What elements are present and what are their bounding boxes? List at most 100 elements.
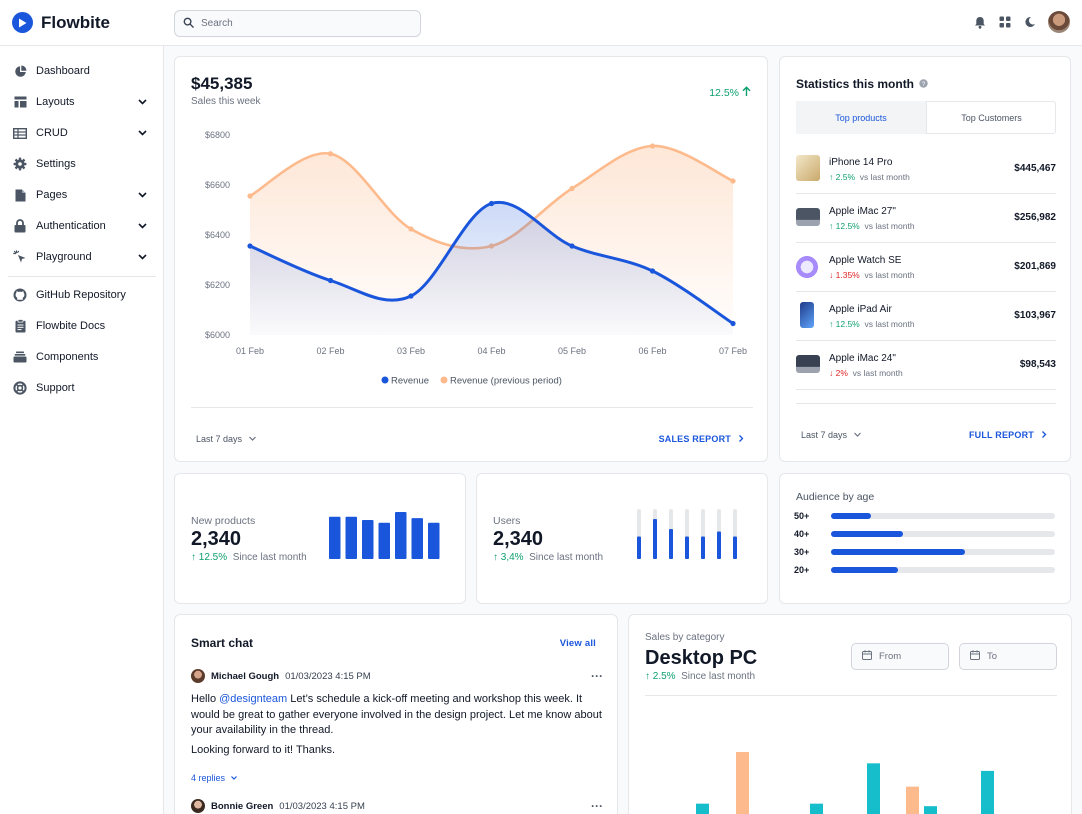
more-options-icon[interactable]: ··· — [591, 799, 603, 813]
product-price: $201,869 — [1014, 261, 1056, 272]
message-time: 01/03/2023 4:15 PM — [285, 670, 371, 682]
product-row[interactable]: Apple iPad Air ↑ 12.5% vs last month $10… — [796, 292, 1056, 341]
sidebar-item-github[interactable]: GitHub Repository — [8, 282, 156, 308]
y-tick-label: $6000 — [205, 330, 230, 340]
category-bar — [906, 786, 919, 814]
chevron-down-icon — [137, 127, 148, 141]
sidebar-item-docs[interactable]: Flowbite Docs — [8, 313, 156, 339]
users-value: 2,340 — [493, 528, 544, 550]
chat-message-header: Bonnie Green 01/03/2023 4:15 PM ··· — [191, 798, 603, 814]
sidebar-item-support[interactable]: Support — [8, 375, 156, 401]
chevron-down-icon — [137, 220, 148, 234]
age-track — [831, 567, 1055, 573]
chevron-right-icon — [1040, 426, 1048, 444]
logo[interactable]: Flowbite — [12, 12, 110, 33]
mini-bar — [329, 516, 341, 559]
view-all-link[interactable]: View all — [559, 638, 596, 649]
category-bar-chart — [696, 752, 994, 814]
chevron-down-icon — [137, 189, 148, 203]
data-point — [488, 200, 495, 207]
sidebar-item-components[interactable]: Components — [8, 344, 156, 370]
sidebar-item-dashboard[interactable]: Dashboard — [8, 58, 156, 84]
chevron-down-icon — [230, 769, 238, 787]
product-row[interactable]: iPhone 14 Pro ↑ 2.5% vs last month $445,… — [796, 145, 1056, 194]
data-point — [649, 143, 656, 149]
avatar[interactable] — [191, 669, 205, 683]
product-thumbnail — [796, 208, 820, 226]
collection-icon — [12, 349, 28, 365]
age-label: 30+ — [794, 547, 810, 557]
product-thumbnail — [796, 155, 820, 181]
users-mini-chart — [637, 509, 737, 559]
audience-row: 50+ — [794, 510, 1055, 522]
statistics-card: Statistics this month ? Top products Top… — [779, 56, 1071, 462]
category-label: Sales by category — [645, 632, 725, 643]
sidebar-item-crud[interactable]: CRUD — [8, 120, 156, 146]
product-row[interactable]: Apple iMac 27" ↑ 12.5% vs last month $25… — [796, 194, 1056, 243]
user-avatar[interactable] — [1048, 11, 1070, 33]
sales-subtitle: Sales this week — [191, 96, 261, 107]
audience-row: 20+ — [794, 564, 1055, 576]
age-bar — [831, 513, 872, 519]
category-bar — [736, 752, 749, 814]
mini-bar — [685, 536, 689, 559]
category-divider — [645, 695, 1057, 696]
search-bar[interactable] — [174, 10, 421, 37]
sidebar-item-label: Layouts — [36, 96, 75, 108]
sidebar-item-settings[interactable]: Settings — [8, 151, 156, 177]
replies-toggle[interactable]: 4 replies — [191, 769, 238, 787]
product-change: ↓ 1.35% vs last month — [829, 270, 915, 280]
lifebuoy-icon — [12, 380, 28, 396]
sales-period-dropdown[interactable]: Last 7 days — [196, 430, 257, 448]
product-row[interactable]: Apple Watch SE ↓ 1.35% vs last month $20… — [796, 243, 1056, 292]
search-input[interactable] — [201, 18, 401, 29]
product-row[interactable]: Apple iMac 24" ↓ 2% vs last month $98,54… — [796, 341, 1056, 390]
sales-change-value: 12.5% — [709, 87, 739, 99]
sidebar-item-pages[interactable]: Pages — [8, 182, 156, 208]
sidebar-item-label: Authentication — [36, 220, 106, 232]
tab-top-customers[interactable]: Top Customers — [926, 101, 1056, 134]
x-tick-label: 03 Feb — [397, 346, 425, 356]
age-bar — [831, 531, 903, 537]
mention-link[interactable]: @designteam — [219, 693, 288, 705]
date-from-input[interactable]: From — [851, 643, 949, 670]
avatar[interactable] — [191, 799, 205, 813]
sales-card: $45,385 Sales this week 12.5% $6800 $6600… — [174, 56, 768, 462]
full-report-link[interactable]: FULL REPORT — [969, 426, 1048, 444]
message-author[interactable]: Bonnie Green — [211, 800, 274, 812]
smart-chat-title: Smart chat — [191, 636, 254, 650]
users-label: Users — [493, 515, 521, 527]
mini-bar — [362, 519, 374, 559]
product-change: ↓ 2% vs last month — [829, 368, 903, 378]
sidebar-item-playground[interactable]: Playground — [8, 244, 156, 270]
bell-icon[interactable] — [973, 15, 987, 29]
legend-label: Revenue — [391, 376, 429, 387]
date-to-input[interactable]: To — [959, 643, 1057, 670]
sidebar-item-layouts[interactable]: Layouts — [8, 89, 156, 115]
data-point — [569, 243, 575, 249]
legend-label: Revenue (previous period) — [450, 376, 562, 387]
calendar-icon — [862, 650, 872, 663]
new-products-mini-chart — [329, 512, 440, 559]
tab-top-products[interactable]: Top products — [796, 101, 926, 134]
x-tick-label: 06 Feb — [638, 346, 666, 356]
statistics-period-label: Last 7 days — [801, 430, 848, 440]
apps-grid-icon[interactable] — [998, 15, 1012, 29]
moon-icon[interactable] — [1023, 15, 1037, 29]
product-price: $103,967 — [1014, 310, 1056, 321]
more-options-icon[interactable]: ··· — [591, 669, 603, 683]
y-tick-label: $6800 — [205, 130, 230, 140]
age-label: 20+ — [794, 565, 810, 575]
product-change: ↑ 12.5% vs last month — [829, 221, 915, 231]
new-products-change: ↑ 12.5% Since last month — [191, 552, 307, 563]
chevron-down-icon — [137, 96, 148, 110]
question-circle-icon[interactable]: ? — [919, 75, 928, 93]
mini-bar — [717, 531, 721, 559]
sidebar-item-authentication[interactable]: Authentication — [8, 213, 156, 239]
product-price: $98,543 — [1019, 359, 1056, 370]
sales-change-badge: 12.5% — [709, 84, 751, 102]
message-author[interactable]: Michael Gough — [211, 670, 280, 682]
data-point — [730, 178, 736, 184]
statistics-period-dropdown[interactable]: Last 7 days — [801, 426, 862, 444]
sales-report-link[interactable]: SALES REPORT — [659, 430, 745, 448]
